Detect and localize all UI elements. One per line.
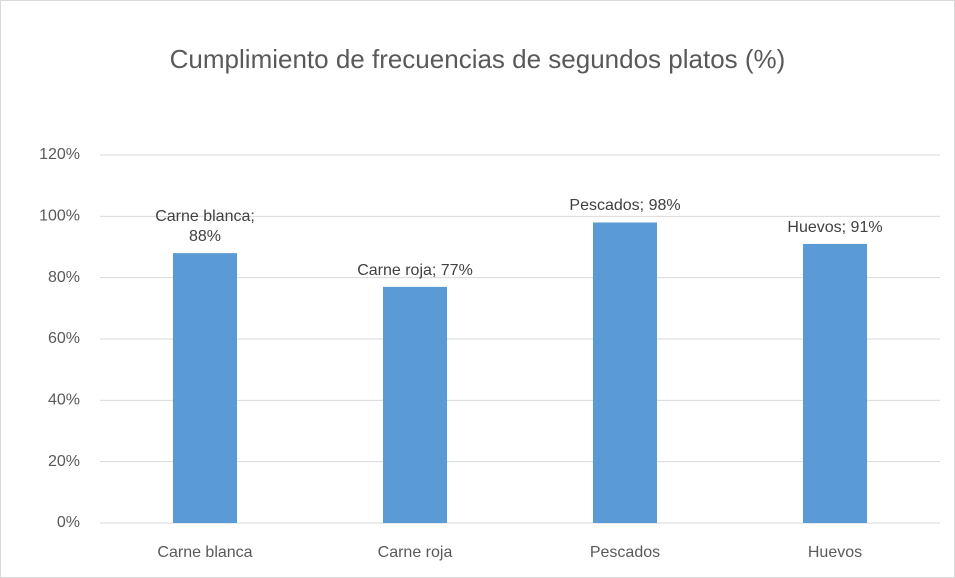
data-label: Pescados; 98% <box>569 197 681 215</box>
y-tick-label: 100% <box>39 208 80 225</box>
y-tick-label: 0% <box>57 514 80 531</box>
bar <box>803 243 867 523</box>
bar <box>593 222 657 523</box>
chart-title: Cumplimiento de frecuencias de segundos … <box>169 44 786 74</box>
x-tick-label: Carne roja <box>378 544 453 561</box>
y-tick-label: 120% <box>39 146 80 163</box>
y-tick-label: 80% <box>48 269 80 286</box>
bar <box>383 286 447 523</box>
bar <box>173 253 237 523</box>
data-label: Carne roja; 77% <box>357 261 473 279</box>
y-tick-label: 60% <box>48 330 80 347</box>
data-label: Huevos; 91% <box>787 218 883 236</box>
x-tick-label: Pescados <box>590 544 660 561</box>
y-tick-label: 40% <box>48 392 80 409</box>
x-tick-label: Carne blanca <box>157 544 252 561</box>
x-tick-label: Huevos <box>808 544 862 561</box>
y-tick-label: 20% <box>48 453 80 470</box>
data-label: Carne blanca; 88% <box>155 208 255 246</box>
